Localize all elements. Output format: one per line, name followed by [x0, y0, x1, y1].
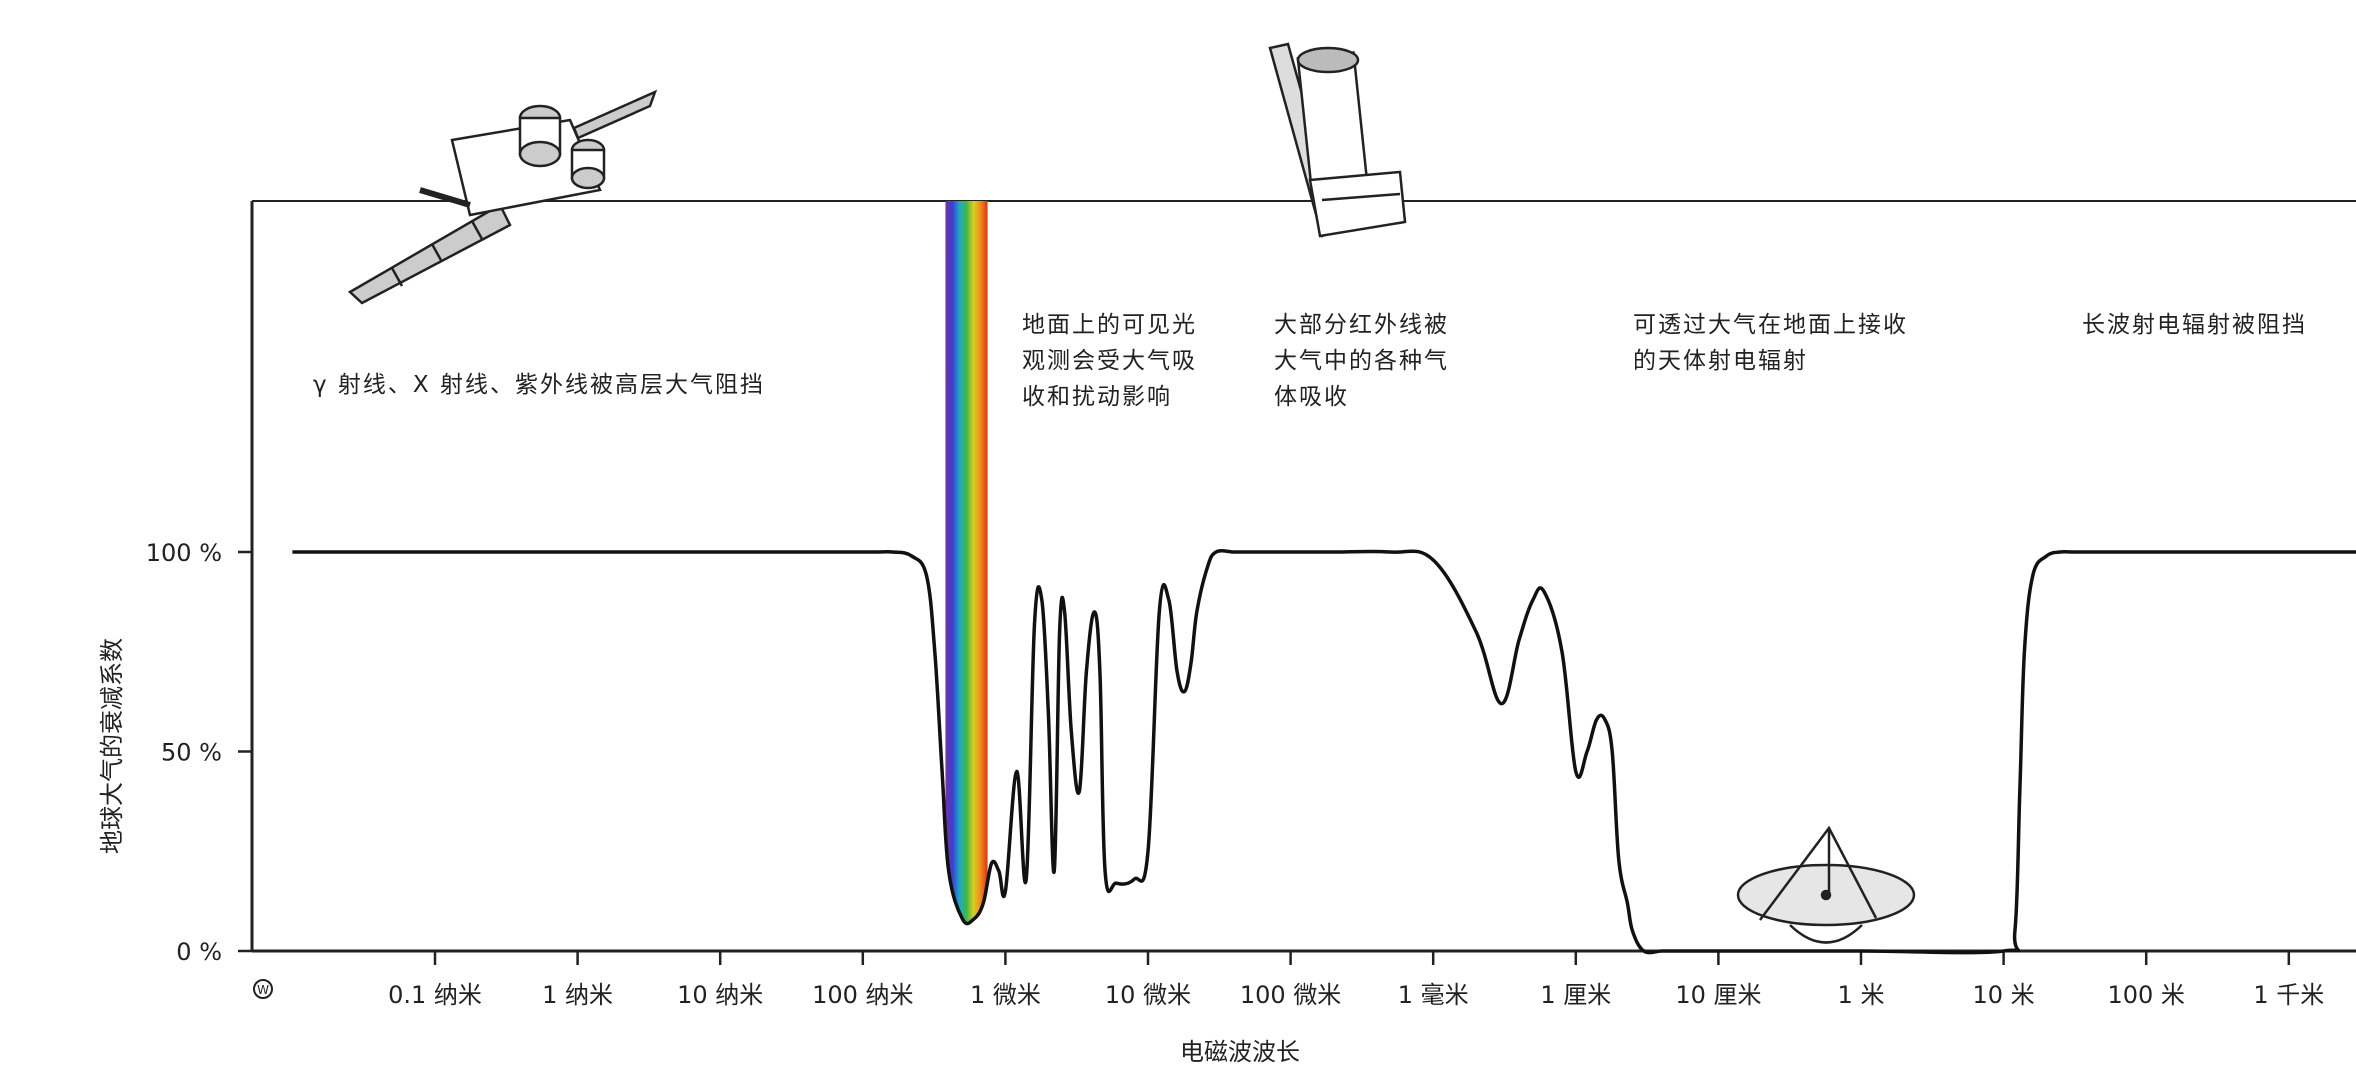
- x-tick-label: 1 千米: [2253, 981, 2324, 1009]
- x-tick-label: 100 纳米: [812, 981, 913, 1009]
- infrared-telescope-icon: [1268, 42, 1407, 238]
- annotation-text: 大部分红外线被: [1274, 312, 1449, 338]
- svg-text:W: W: [257, 983, 269, 997]
- annotation-text: 的天体射电辐射: [1633, 348, 1808, 374]
- x-tick-label: 10 米: [1973, 981, 2035, 1009]
- y-tick-label: 100 %: [146, 539, 222, 567]
- x-tick-label: 10 纳米: [677, 981, 763, 1009]
- annotation-text: 地面上的可见光: [1022, 312, 1197, 338]
- axis-ticks: 0.1 纳米 1 纳米 10 纳米 100 纳米 1 微米 10 微米 100 微米 1 毫米…: [146, 539, 2325, 1009]
- attenuation-curve: [292, 548, 2356, 955]
- x-tick-label: 100 米: [2107, 981, 2184, 1009]
- x-tick-label: 100 微米: [1240, 981, 1341, 1009]
- x-tick-label: 1 纳米: [542, 981, 613, 1009]
- x-tick-label: 1 厘米: [1540, 981, 1611, 1009]
- y-axis-label: 地球大气的衰减系数: [98, 638, 126, 854]
- annotation-text: 长波射电辐射被阻挡: [2082, 312, 2307, 338]
- x-tick-label: 10 微米: [1105, 981, 1191, 1009]
- annotation-text: 收和扰动影响: [1022, 384, 1172, 410]
- gamma-ray-satellite-icon: [347, 89, 658, 305]
- annotation-text: γ 射线、X 射线、紫外线被高层大气阻挡: [313, 372, 765, 398]
- visible-band-fill: [945, 201, 988, 951]
- series-layer: [292, 548, 2356, 955]
- annotation-text: 可透过大气在地面上接收: [1633, 312, 1908, 338]
- annotation-text: 观测会受大气吸: [1022, 348, 1197, 374]
- x-tick-label: 1 米: [1838, 981, 1885, 1009]
- annotation-text: 大气中的各种气: [1274, 348, 1449, 374]
- annotation-text: 体吸收: [1274, 384, 1349, 410]
- y-tick-label: 50 %: [161, 739, 222, 767]
- y-tick-label: 0 %: [176, 938, 222, 966]
- x-tick-label: 1 毫米: [1398, 981, 1469, 1009]
- annotations-layer: γ 射线、X 射线、紫外线被高层大气阻挡 地面上的可见光观测会受大气吸收和扰动影响…: [313, 312, 2307, 410]
- x-tick-label: 1 微米: [970, 981, 1041, 1009]
- x-tick-label: 0.1 纳米: [388, 981, 482, 1009]
- radio-telescope-dish-icon: [1736, 825, 1916, 944]
- logo-mark-icon: W: [253, 979, 273, 999]
- x-axis-label: 电磁波波长: [1180, 1038, 1300, 1066]
- visible-light-band: [945, 201, 988, 951]
- x-tick-label: 10 厘米: [1675, 981, 1761, 1009]
